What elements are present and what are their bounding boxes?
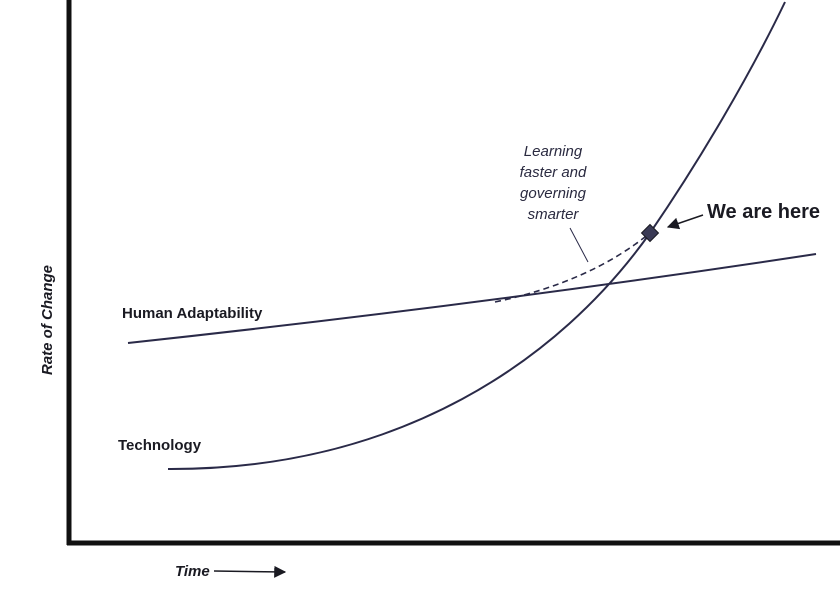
annotation-line: faster and (520, 164, 587, 181)
annotation-line: smarter (528, 206, 580, 223)
technology-curve (167, 1, 786, 471)
marker-arrow (666, 214, 704, 230)
annotation-line: governing (520, 185, 587, 202)
technology-label: Technology (118, 437, 202, 454)
annotation-line: Learning (524, 143, 583, 160)
y-axis-label: Rate of Change (39, 265, 56, 375)
human-label: Human Adaptability (122, 305, 263, 322)
marker-diamond (640, 223, 660, 243)
x-axis-label: Time (175, 563, 210, 580)
time-arrow (213, 565, 287, 578)
human-curve (127, 253, 817, 344)
marker-label: We are here (707, 201, 820, 223)
annotation-pointer (569, 227, 589, 263)
dashed-curve (494, 232, 651, 303)
